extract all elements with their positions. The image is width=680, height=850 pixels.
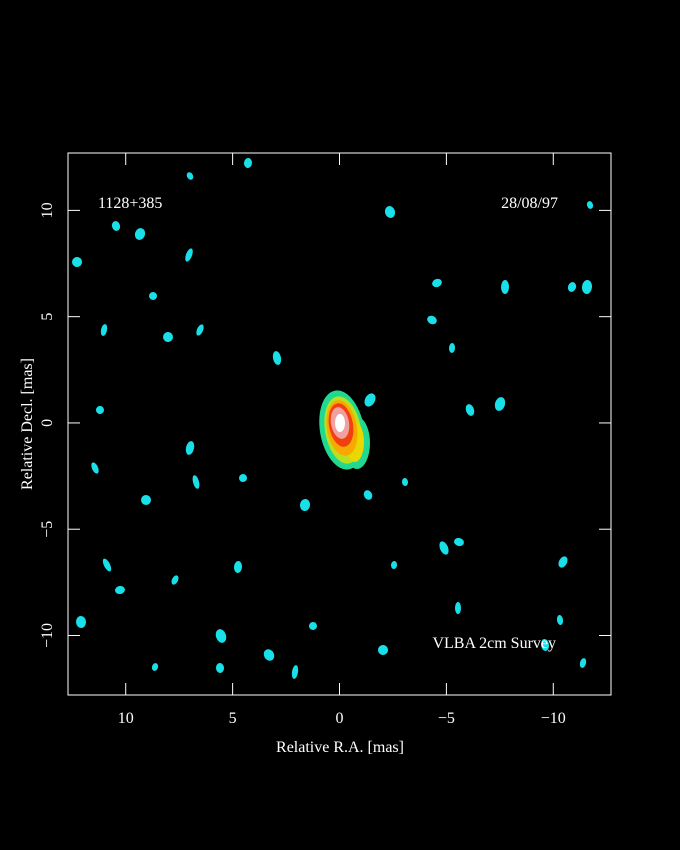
noise-blob (309, 622, 317, 630)
noise-blob (196, 324, 204, 336)
y-tick-label: −10 (39, 623, 56, 648)
noise-blob (163, 332, 173, 342)
y-tick-label: 5 (39, 313, 56, 321)
noise-blob (432, 278, 442, 288)
noise-blob (579, 658, 587, 668)
x-axis-label: Relative R.A. [mas] (276, 739, 404, 756)
noise-blob (185, 441, 195, 455)
x-tick-label: −10 (541, 710, 566, 727)
noise-blob (363, 490, 373, 500)
noise-blob (96, 406, 104, 414)
noise-blob (567, 282, 577, 292)
noise-blob (149, 292, 157, 300)
source-emission (319, 390, 370, 470)
noise-blob (233, 561, 243, 573)
noise-blob (558, 556, 568, 568)
y-tick-label: 10 (39, 202, 56, 218)
noise-blob (586, 201, 594, 209)
noise-blob (192, 475, 200, 489)
noise-blob (455, 602, 461, 614)
noise-blob (364, 393, 376, 407)
noise-blob (151, 663, 159, 671)
noise-blob (239, 474, 247, 482)
source-name: 1128+385 (98, 195, 162, 212)
noise-blob (141, 495, 151, 505)
noise-blob (556, 615, 564, 625)
noise-blob (272, 351, 282, 365)
noise-blob (171, 575, 179, 585)
noise-blob (581, 280, 593, 294)
noise-blob (291, 665, 299, 679)
noise-blob (72, 257, 82, 267)
x-tick-label: 0 (336, 710, 344, 727)
noise-blob (465, 404, 475, 416)
noise-blob (100, 324, 108, 336)
noise-blob (390, 561, 398, 569)
noise-blob (494, 397, 506, 411)
noise-blob (500, 280, 510, 294)
y-tick-label: −5 (39, 521, 56, 538)
noise-blob (91, 462, 99, 474)
noise-blob (102, 558, 112, 572)
noise-blob (401, 478, 409, 486)
noise-blob (448, 343, 456, 353)
noise-blob (439, 541, 449, 555)
noise-blobs (72, 158, 594, 679)
noise-blob (243, 158, 253, 168)
noise-blob (384, 206, 396, 218)
noise-blob (427, 315, 437, 325)
noise-blob (215, 629, 227, 643)
noise-blob (111, 221, 121, 231)
noise-blob (378, 645, 388, 655)
noise-blob (134, 228, 146, 240)
date: 28/08/97 (501, 195, 558, 212)
noise-blob (263, 649, 275, 661)
x-tick-label: 10 (118, 710, 134, 727)
y-tick-label: 0 (39, 419, 56, 427)
survey-label: VLBA 2cm Survey (432, 635, 556, 652)
noise-blob (186, 172, 194, 180)
noise-blob (215, 663, 225, 673)
noise-blob (299, 499, 311, 511)
y-axis-label: Relative Decl. [mas] (19, 358, 36, 490)
noise-blob (115, 585, 125, 595)
noise-blob (75, 616, 87, 628)
noise-blob (454, 537, 464, 547)
noise-blob (540, 639, 550, 651)
noise-blob (185, 248, 193, 262)
x-tick-label: 5 (229, 710, 237, 727)
x-tick-label: −5 (438, 710, 455, 727)
